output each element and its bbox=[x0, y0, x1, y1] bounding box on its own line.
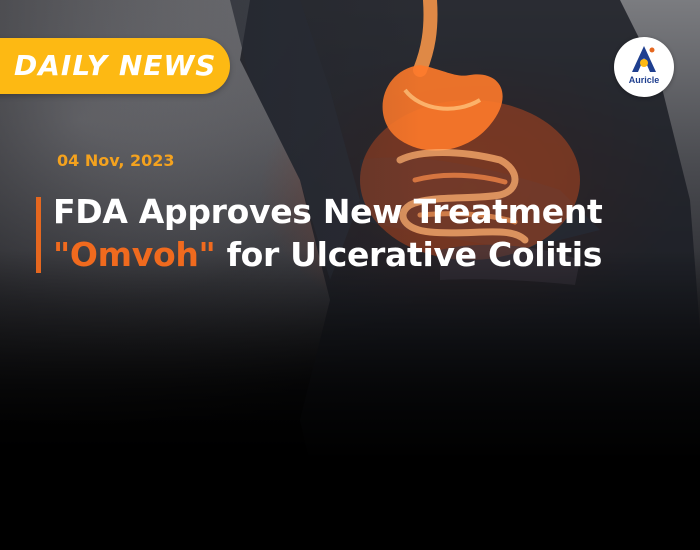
headline-line-2-rest: for Ulcerative Colitis bbox=[215, 235, 603, 274]
headline-accent-bar bbox=[36, 197, 41, 273]
headline-highlight: "Omvoh" bbox=[53, 235, 216, 274]
article-headline: FDA Approves New Treatment "Omvoh" for U… bbox=[53, 190, 693, 276]
article-date: 04 Nov, 2023 bbox=[57, 151, 175, 170]
daily-news-label: DAILY NEWS bbox=[14, 49, 217, 82]
auricle-logo-text: Auricle bbox=[628, 75, 660, 85]
bottom-fade bbox=[0, 250, 700, 550]
auricle-logo-icon bbox=[632, 46, 656, 72]
daily-news-badge: DAILY NEWS bbox=[0, 38, 230, 94]
auricle-logo: Auricle bbox=[614, 37, 674, 97]
headline-line-1: FDA Approves New Treatment bbox=[53, 192, 603, 231]
headline-line-2: "Omvoh" for Ulcerative Colitis bbox=[53, 233, 693, 276]
